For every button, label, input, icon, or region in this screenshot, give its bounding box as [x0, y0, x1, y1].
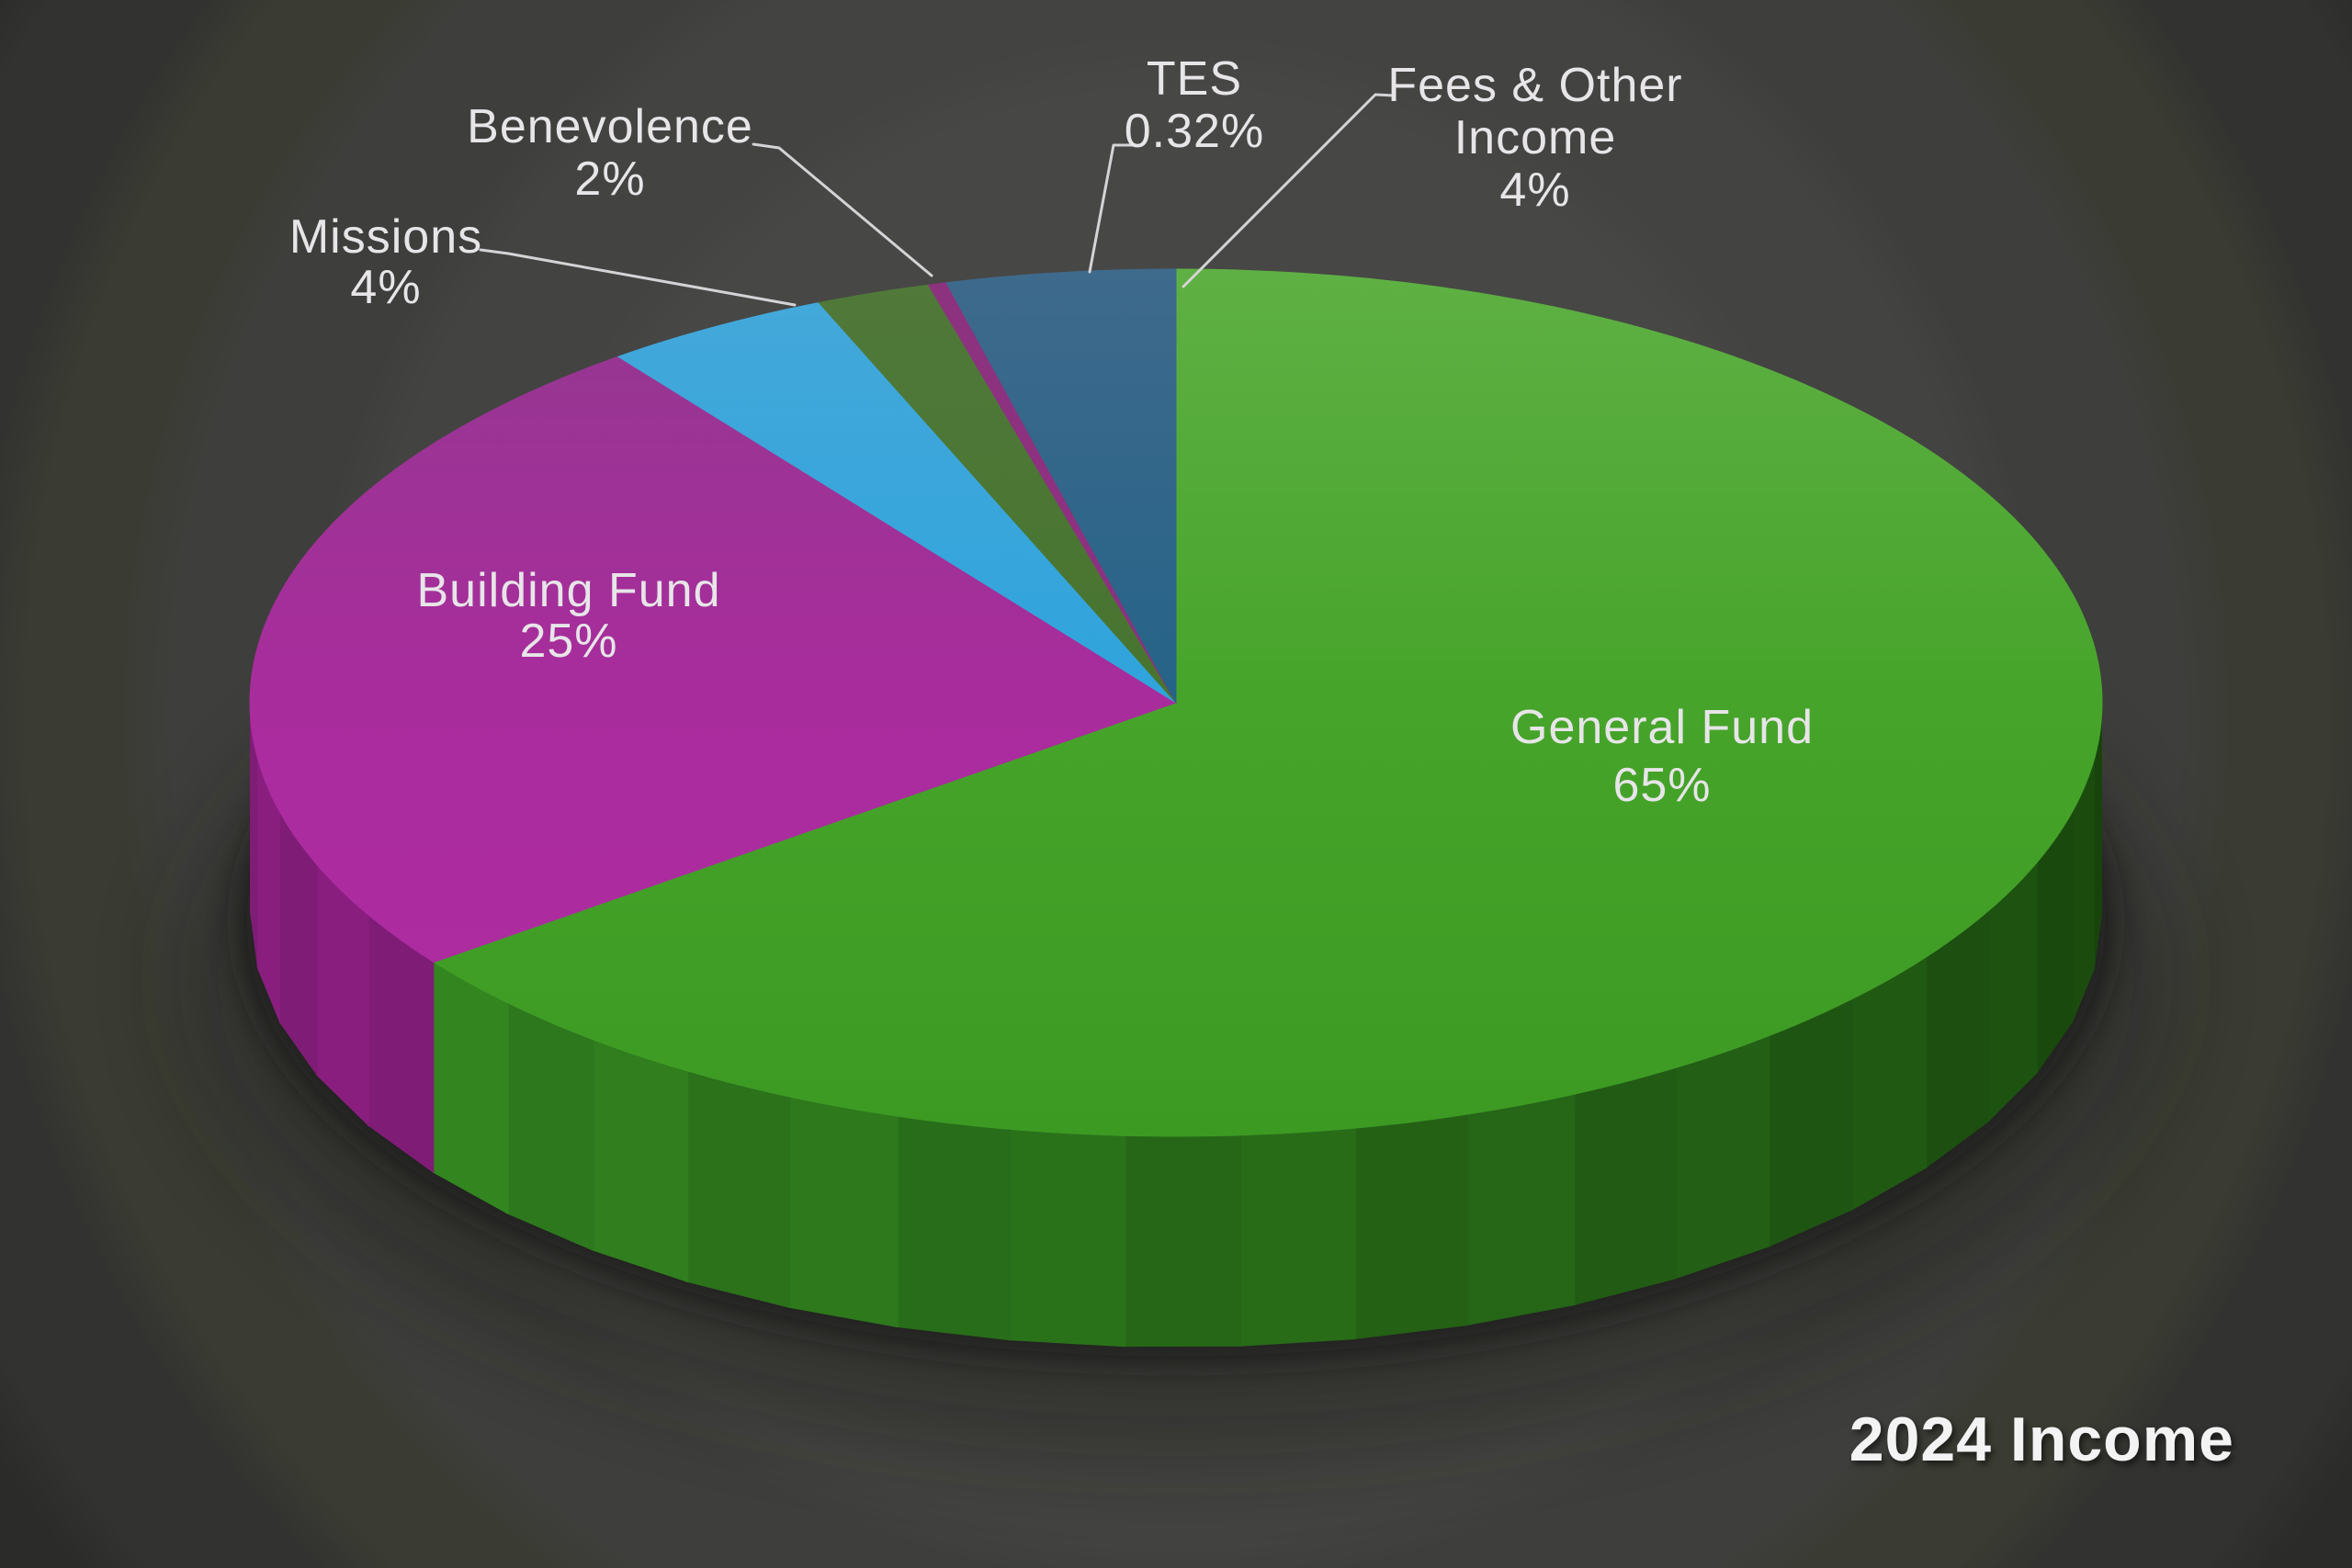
- slice-general-fund[interactable]: [433, 268, 2103, 1137]
- pie-side-walls: [250, 700, 2102, 1348]
- slice-general-fund-side-wall: [1766, 998, 1854, 1248]
- slice-general-fund-side-wall: [1986, 861, 2038, 1124]
- leader-lines: [479, 93, 1396, 307]
- slice-building-fund-side-wall: [250, 700, 258, 970]
- slice-general-fund-side-wall: [1924, 910, 1989, 1169]
- slice-building-fund-side-wall: [278, 810, 318, 1077]
- slice-general-fund-side-wall: [2072, 756, 2096, 1023]
- label-missions: Missions 4%: [289, 210, 482, 314]
- leader-line-missions: [479, 248, 797, 307]
- slice-building-fund-side-wall: [256, 756, 280, 1024]
- label-general-fund: General Fund 65%: [1510, 701, 1814, 812]
- slice-general-fund-side-wall: [684, 1070, 791, 1309]
- leader-line-tes: [1088, 143, 1135, 274]
- slice-general-fund-side-wall: [1006, 1129, 1126, 1348]
- slice-general-fund-side-wall: [1237, 1127, 1356, 1347]
- slice-general-fund-side-wall: [505, 1001, 594, 1252]
- slice-building-fund-side-wall: [316, 863, 369, 1127]
- slice-general-fund-side-wall: [1464, 1093, 1576, 1326]
- slice-general-fund-side-wall: [1121, 1134, 1242, 1348]
- label-benevolence: Benevolence 2%: [467, 100, 753, 206]
- slice-labels: General Fund 65% Building Fund 25% Missions 4…: [289, 52, 1814, 812]
- chart-title: 2024 Income: [1849, 1404, 2234, 1474]
- slice-general-fund-side-wall: [894, 1115, 1012, 1341]
- slice-general-fund-side-wall: [1850, 956, 1928, 1212]
- label-building-fund: Building Fund 25%: [417, 564, 721, 668]
- slice-general-fund-side-wall: [2036, 809, 2074, 1075]
- slice-general-fund-side-wall: [591, 1038, 689, 1283]
- slice-general-fund-side-wall: [431, 960, 509, 1215]
- leader-line-fees-other-income: [1182, 93, 1396, 288]
- slice-general-fund-side-wall: [1571, 1067, 1677, 1306]
- slice-missions[interactable]: [616, 301, 1177, 704]
- pie-top-surface: [249, 268, 2103, 1137]
- slice-general-fund-side-wall: [1672, 1035, 1770, 1280]
- label-fees-other-income: Fees & Other Income 4%: [1387, 59, 1682, 217]
- leader-line-benevolence: [752, 142, 933, 277]
- slice-building-fund-side-wall: [367, 913, 435, 1174]
- label-tes: TES 0.32%: [1125, 52, 1264, 158]
- slice-general-fund-side-wall: [2094, 703, 2102, 970]
- slice-fees-other-income[interactable]: [945, 268, 1177, 704]
- slice-benevolence[interactable]: [818, 284, 1177, 704]
- slice-general-fund-side-wall: [1351, 1113, 1468, 1340]
- slice-general-fund-side-wall: [786, 1096, 899, 1328]
- slice-building-fund[interactable]: [249, 355, 1178, 963]
